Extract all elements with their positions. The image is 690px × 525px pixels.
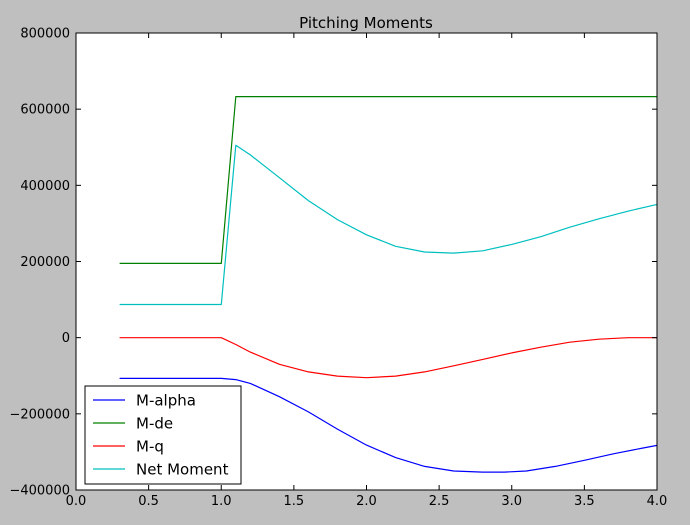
- legend-box: [84, 385, 242, 485]
- x-tick-label: 3.5: [574, 494, 595, 509]
- legend-label: Net Moment: [136, 461, 229, 479]
- x-tick-label: 0.5: [138, 494, 159, 509]
- x-tick-label: 3.0: [501, 494, 522, 509]
- chart-title: Pitching Moments: [299, 14, 433, 32]
- y-tick-label: 800000: [20, 27, 70, 42]
- y-tick-label: 0: [62, 331, 70, 346]
- legend-label: M-de: [136, 415, 173, 433]
- series-line-net-moment: [119, 144, 658, 306]
- x-tick-label: 1.5: [284, 494, 305, 509]
- legend-label: M-alpha: [136, 392, 196, 410]
- y-axis: −400000 −200000 0 200000 400000 600000 800000: [9, 27, 657, 499]
- series-line-m-alpha: [119, 377, 658, 473]
- legend-label: M-q: [136, 438, 164, 456]
- x-tick-label: 0.0: [66, 494, 87, 509]
- series-line-m-de: [119, 95, 657, 264]
- legend: M-alpha M-de M-q Net Moment: [84, 385, 242, 485]
- series-line-m-q: [119, 337, 657, 379]
- y-tick-label: −400000: [9, 484, 70, 499]
- y-tick-label: 200000: [20, 255, 70, 270]
- y-tick-label: 400000: [20, 179, 70, 194]
- y-tick-label: 600000: [20, 103, 70, 118]
- x-tick-label: 2.0: [356, 494, 377, 509]
- x-tick-label: 2.5: [429, 494, 450, 509]
- y-tick-label: −200000: [9, 407, 70, 422]
- x-tick-label: 1.0: [211, 494, 232, 509]
- x-tick-label: 4.0: [647, 494, 668, 509]
- series-layer: [119, 95, 658, 473]
- x-axis: 0.0 0.5 1.0 1.5 2.0 2.5 3.0 3.5 4.0: [66, 33, 668, 509]
